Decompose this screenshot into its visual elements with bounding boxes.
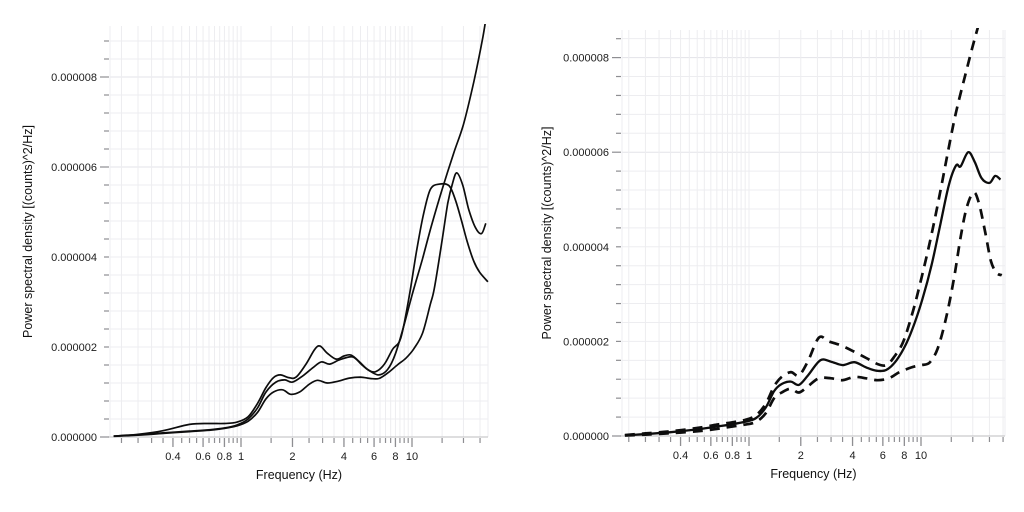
- y-axis-title: Power spectral density [(counts)^2/Hz]: [21, 125, 35, 338]
- x-tick-label: 4: [849, 450, 855, 462]
- left-psd-chart-svg: 0.4 0.6 0.8 1 2 4 6 8 10 0.000000 0.000002 0.000004…: [21, 24, 489, 482]
- x-tick-label: 10: [406, 451, 418, 463]
- y-tick-label: 0.000002: [563, 336, 609, 348]
- x-tick-label: 0.4: [673, 450, 688, 462]
- axes: [612, 38, 1005, 446]
- x-tick-label: 2: [798, 450, 804, 462]
- series-psd-trace-1: [113, 182, 489, 437]
- grid: [109, 26, 489, 437]
- x-tick-label: 0.8: [217, 451, 232, 463]
- x-tick-label: 2: [289, 451, 295, 463]
- right-psd-chart-svg: 0.4 0.6 0.8 1 2 4 6 8 10 0.000000 0.000002 0.000004…: [540, 28, 1006, 481]
- grid: [621, 30, 1006, 436]
- y-tick-label: 0.000006: [563, 147, 609, 159]
- x-axis-title: Frequency (Hz): [256, 468, 342, 482]
- x-tick-label: 0.8: [725, 450, 740, 462]
- x-tick-label: 8: [901, 450, 907, 462]
- x-tick-label: 4: [341, 451, 347, 463]
- series-group: [624, 28, 1003, 437]
- x-tick-label: 1: [238, 451, 244, 463]
- y-tick-label: 0.000008: [51, 72, 97, 84]
- y-tick-label: 0.000000: [563, 431, 609, 443]
- series-group: [113, 24, 489, 438]
- x-tick-label: 8: [392, 451, 398, 463]
- y-tick-label: 0.000008: [563, 53, 609, 65]
- x-tick-label: 6: [880, 450, 886, 462]
- y-tick-label: 0.000000: [51, 432, 97, 444]
- series-psd-trace-3: [113, 172, 487, 438]
- y-tick-label: 0.000002: [51, 342, 97, 354]
- axis-text: 0.4 0.6 0.8 1 2 4 6 8 10 0.000000 0.000002 0.000004…: [21, 72, 418, 482]
- series-psd-lower-bound: [624, 191, 1003, 437]
- x-tick-label: 6: [371, 451, 377, 463]
- x-tick-label: 1: [746, 450, 752, 462]
- right-psd-chart: 0.4 0.6 0.8 1 2 4 6 8 10 0.000000 0.000002 0.000004…: [512, 0, 1024, 512]
- x-tick-label: 0.4: [165, 451, 180, 463]
- y-axis-title: Power spectral density [(counts)^2/Hz]: [540, 127, 554, 340]
- axes: [100, 40, 488, 447]
- x-tick-label: 0.6: [195, 451, 210, 463]
- x-tick-label: 10: [915, 450, 927, 462]
- x-axis-title: Frequency (Hz): [770, 467, 856, 481]
- left-psd-chart: 0.4 0.6 0.8 1 2 4 6 8 10 0.000000 0.000002 0.000004…: [21, 24, 489, 482]
- axis-text: 0.4 0.6 0.8 1 2 4 6 8 10 0.000000 0.000002 0.000004…: [540, 53, 927, 481]
- y-tick-label: 0.000004: [51, 252, 97, 264]
- y-tick-label: 0.000006: [51, 162, 97, 174]
- x-tick-label: 0.6: [703, 450, 718, 462]
- y-tick-label: 0.000004: [563, 242, 609, 254]
- series-psd-upper-bound: [624, 28, 980, 437]
- series-psd-mean: [624, 151, 1002, 437]
